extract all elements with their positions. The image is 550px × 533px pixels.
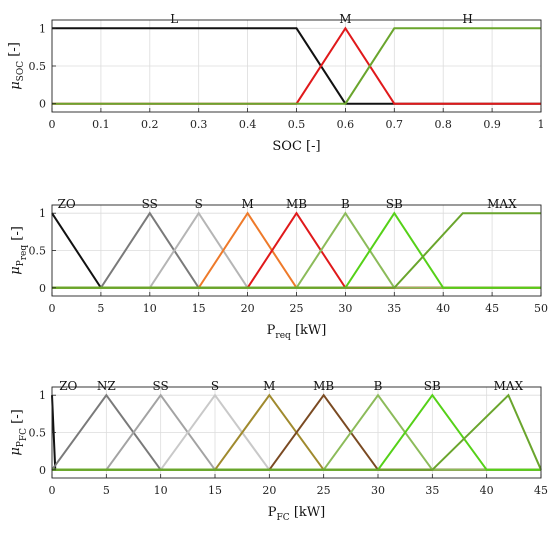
x-tick-label: 10 [154,484,168,497]
y-axis-label-sub-sub: FC [19,428,29,441]
x-axis-label-sub: req [275,331,291,341]
x-tick-label: 25 [290,302,304,315]
x-axis-label: PFC [kW] [268,505,325,523]
x-tick-label: 0.3 [190,118,208,131]
mf-label-zo: ZO [59,379,77,393]
x-axis-label: Preq [kW] [267,323,327,341]
x-axis-label-unit: [kW] [295,323,326,338]
soc-membership-plot: L M H 0 0.1 0.2 0.3 0.4 0.5 0.6 0.7 0.8 0.9 1 0 0.5 1 SOC… [7,12,545,154]
y-tick-label: 0 [39,282,46,295]
x-tick-label: 40 [436,302,450,315]
y-axis-label: μPreq [-] [8,226,29,275]
x-tick-label: 35 [387,302,401,315]
x-tick-label: 0.7 [386,118,404,131]
mf-label-ss: SS [153,379,169,393]
y-axis-label-sub-sub: req [19,245,29,261]
mf-label-zo: ZO [58,197,76,211]
mf-label-s: S [211,379,219,393]
x-axis-label-main: P [268,505,277,520]
x-tick-label: 30 [371,484,385,497]
x-tick-label: 30 [338,302,352,315]
y-axis-label: μSOC [-] [7,42,26,90]
x-tick-label: 0.1 [92,118,110,131]
x-axis-label-unit: [kW] [294,505,325,520]
y-axis-label-unit: [-] [10,409,25,424]
y-tick-label: 0 [39,464,46,477]
x-tick-label: 0.4 [239,118,257,131]
y-axis-label-main: μ [8,81,23,89]
x-tick-label: 0 [49,484,56,497]
series-line-max [52,393,542,471]
y-tick-label: 1 [39,207,46,220]
x-tick-label: 0 [49,302,56,315]
mf-label-l: L [170,12,178,26]
x-tick-label: 45 [485,302,499,315]
x-tick-label: 0.8 [434,118,452,131]
mf-label-h: H [462,12,472,26]
y-axis-label: μPFC [-] [8,409,29,455]
mf-label-mb: MB [313,379,334,393]
x-tick-label: 25 [317,484,331,497]
x-tick-label: 1 [538,118,545,131]
y-tick-label: 1 [39,389,46,402]
mf-label-nz: NZ [97,379,116,393]
mf-label-s: S [195,197,203,211]
y-tick-label: 0.5 [29,245,47,258]
series-line-h [52,27,541,105]
x-tick-label: 40 [480,484,494,497]
x-axis-label: SOC [-] [272,139,320,154]
mf-label-sb: SB [386,197,403,211]
x-tick-label: 0.6 [337,118,355,131]
y-axis-label-sub-main: P [16,441,26,447]
x-tick-label: 20 [262,484,276,497]
mf-label-sb: SB [424,379,441,393]
x-tick-label: 0.2 [141,118,159,131]
mf-label-mb: MB [286,197,307,211]
series-line-max [52,212,541,289]
x-axis-label-sub: FC [277,513,290,523]
x-tick-label: 5 [97,302,104,315]
x-tick-label: 45 [534,484,548,497]
y-axis-label-sub-main: P [16,260,26,266]
x-tick-label: 35 [425,484,439,497]
y-tick-label: 0.5 [29,427,47,440]
x-tick-label: 20 [241,302,255,315]
x-tick-label: 5 [103,484,110,497]
x-tick-label: 15 [192,302,206,315]
mf-label-b: B [341,197,350,211]
mf-label-m: M [263,379,275,393]
y-tick-label: 0 [39,98,46,111]
y-axis-label-main: μ [8,266,23,274]
x-tick-label: 0.5 [288,118,306,131]
mf-label-m: M [241,197,253,211]
x-tick-label: 10 [143,302,157,315]
y-tick-label: 1 [39,22,46,35]
mf-label-max: MAX [487,197,517,211]
mf-label-m: M [339,12,351,26]
mf-label-max: MAX [494,379,524,393]
mf-label-ss: SS [142,197,158,211]
x-tick-label: 15 [208,484,222,497]
x-axis-label-main: P [267,323,276,338]
x-tick-label: 50 [534,302,548,315]
x-tick-label: 0 [49,118,56,131]
y-axis-label-unit: [-] [10,226,25,241]
y-axis-label-sub: SOC [16,61,26,82]
x-tick-label: 0.9 [483,118,501,131]
y-axis-label-unit: [-] [7,42,22,57]
y-tick-label: 0.5 [29,60,47,73]
mf-label-b: B [374,379,383,393]
y-axis-label-main: μ [8,447,23,455]
